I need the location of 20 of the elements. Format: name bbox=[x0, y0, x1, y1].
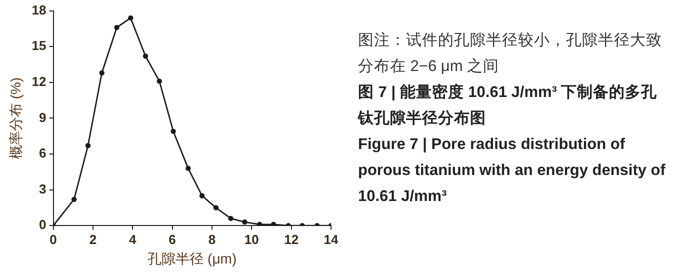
x-tick-label: 4 bbox=[128, 232, 137, 247]
y-tick-label: 0 bbox=[39, 217, 46, 232]
text: 图注：试件的孔隙半径较小，孔隙半径大致分布在 2−6 μm 之间 bbox=[358, 31, 663, 77]
x-tick-label: 12 bbox=[284, 232, 299, 247]
x-tick-label: 10 bbox=[244, 232, 259, 247]
y-tick-label: 12 bbox=[32, 74, 46, 89]
x-tick-label: 14 bbox=[324, 232, 339, 247]
y-tick-label: 9 bbox=[39, 110, 46, 125]
y-tick-label: 18 bbox=[32, 2, 46, 18]
x-tick-label: 2 bbox=[89, 232, 97, 247]
x-tick-label: 0 bbox=[50, 232, 57, 247]
y-tick-label: 3 bbox=[39, 181, 46, 196]
caption: Figure 7 | Pore radius distribution of porous titanium with an energy density of 10.61 J/mm³ bbox=[358, 135, 666, 207]
y-tick-label: 6 bbox=[39, 146, 46, 161]
y-tick-label: 15 bbox=[32, 38, 46, 54]
x-axis-title: 孔隙半径 (μm) bbox=[148, 250, 237, 266]
y-axis-title: 概率分布 (%) bbox=[7, 77, 24, 160]
x-tick-label: 6 bbox=[168, 232, 176, 247]
x-tick-label: 8 bbox=[208, 232, 216, 247]
caption: 图 7 | 能量密度 10.61 J/mm³ 下制备的多孔钛孔隙半径分布图 bbox=[358, 82, 658, 129]
